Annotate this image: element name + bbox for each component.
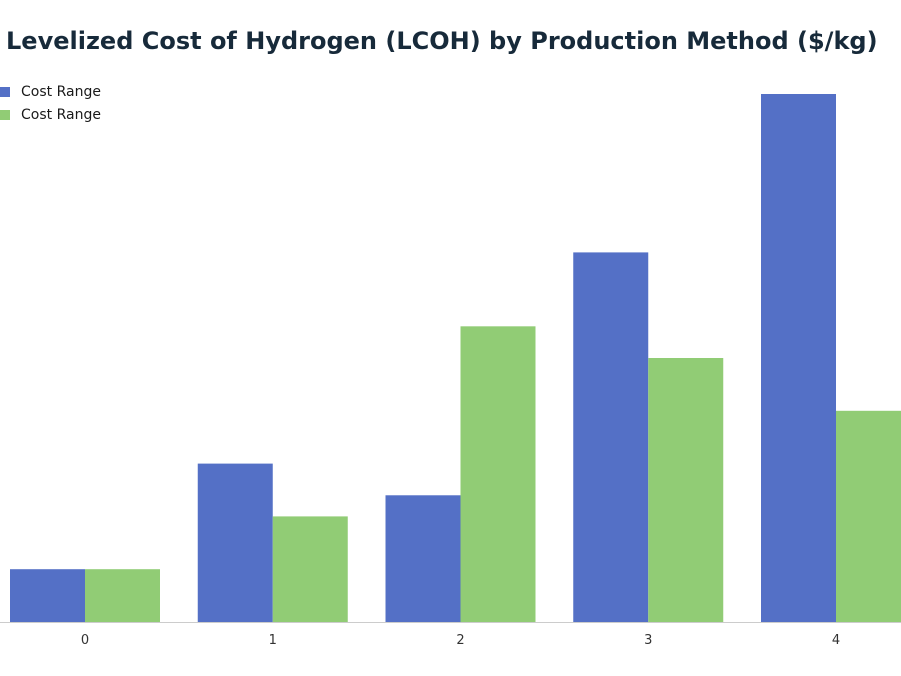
bar-series-1-cat-3[interactable]	[573, 252, 649, 622]
x-axis-ticks: 0 1 2 3 4	[81, 633, 840, 648]
bar-series-2-cat-3[interactable]	[648, 358, 724, 622]
legend-item-series-1[interactable]: Cost Range	[0, 80, 101, 103]
legend-swatch-series-1	[0, 86, 10, 97]
x-tick-label: 0	[81, 633, 89, 648]
bar-series-2-cat-1[interactable]	[272, 516, 348, 622]
bar-series-1-cat-4[interactable]	[761, 94, 836, 622]
x-tick-label: 4	[832, 633, 840, 648]
legend-swatch-series-2	[0, 109, 10, 120]
legend: Cost Range Cost Range	[0, 80, 101, 126]
bar-series-2-cat-4[interactable]	[836, 410, 901, 622]
legend-item-series-2[interactable]: Cost Range	[0, 103, 101, 126]
legend-label-series-2: Cost Range	[21, 106, 101, 123]
bar-series-1-cat-1[interactable]	[197, 463, 273, 622]
x-tick-label: 1	[269, 633, 277, 648]
chart-title: Levelized Cost of Hydrogen (LCOH) by Pro…	[6, 27, 878, 55]
bar-series-1-cat-0[interactable]	[10, 569, 85, 622]
bars-group	[10, 94, 901, 622]
bar-series-2-cat-0[interactable]	[85, 569, 160, 622]
bar-series-1-cat-2[interactable]	[385, 495, 461, 622]
bar-series-2-cat-2[interactable]	[460, 326, 536, 622]
x-tick-label: 2	[456, 633, 464, 648]
x-tick-label: 3	[644, 633, 652, 648]
legend-label-series-1: Cost Range	[21, 83, 101, 100]
